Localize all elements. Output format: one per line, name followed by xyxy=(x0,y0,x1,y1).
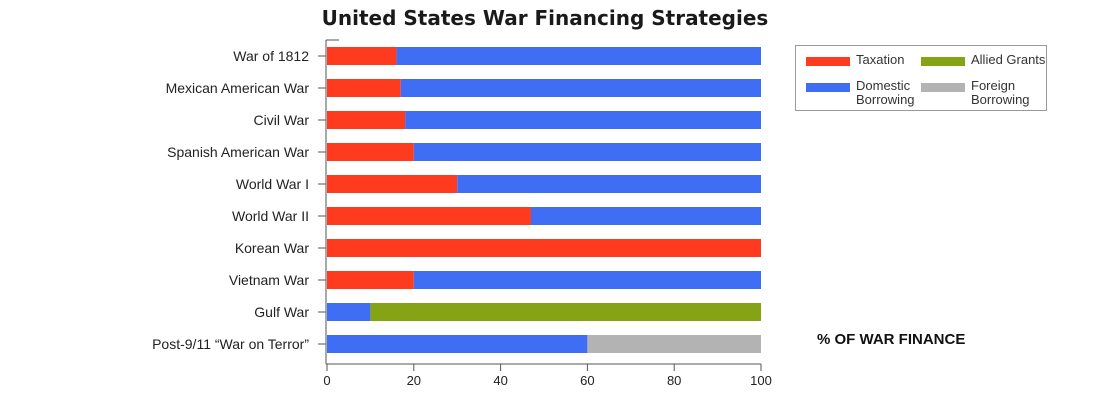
legend-item-taxation: Taxation xyxy=(806,53,936,67)
bar-spanish-american-war-domestic-borrowing xyxy=(413,143,761,161)
legend-item-foreign-borrowing: Foreign Borrowing xyxy=(921,79,1051,107)
x-tick-label-40: 40 xyxy=(493,373,507,388)
y-tick-label-spanish-american-war: Spanish American War xyxy=(167,144,309,160)
y-tick-label-world-war-i: World War I xyxy=(236,176,309,192)
chart-title: United States War Financing Strategies xyxy=(321,6,769,30)
bar-vietnam-war-taxation xyxy=(327,271,414,289)
bar-spanish-american-war-taxation xyxy=(327,143,414,161)
bar-war-of-1812-domestic-borrowing xyxy=(396,47,761,65)
legend-item-allied-grants: Allied Grants xyxy=(921,53,1071,67)
legend-label-allied-grants: Allied Grants xyxy=(971,52,1046,67)
x-axis-label: % OF WAR FINANCE xyxy=(817,331,966,348)
bar-world-war-ii-domestic-borrowing xyxy=(530,207,761,225)
bar-civil-war-domestic-borrowing xyxy=(405,111,761,129)
x-tick-label-100: 100 xyxy=(750,373,772,388)
bar-mexican-american-war-domestic-borrowing xyxy=(400,79,761,97)
legend-label-foreign-borrowing: Foreign Borrowing xyxy=(971,78,1030,107)
y-tick-label-civil-war: Civil War xyxy=(254,112,310,128)
x-tick-label-60: 60 xyxy=(580,373,594,388)
legend-label-domestic-borrowing: Domestic Borrowing xyxy=(856,78,915,107)
y-tick-label-mexican-american-war: Mexican American War xyxy=(166,80,310,96)
legend-swatch-domestic-borrowing xyxy=(806,83,850,92)
bar-world-war-i-taxation xyxy=(327,175,458,193)
legend-swatch-taxation xyxy=(806,57,850,66)
y-tick-label-world-war-ii: World War II xyxy=(232,208,309,224)
y-tick-label-war-of-1812: War of 1812 xyxy=(233,48,309,64)
bar-post-9-11-war-on-terror-domestic-borrowing xyxy=(327,335,588,353)
bar-mexican-american-war-taxation xyxy=(327,79,401,97)
y-tick-label-vietnam-war: Vietnam War xyxy=(229,272,309,288)
bar-korean-war-taxation xyxy=(327,239,761,257)
bar-vietnam-war-domestic-borrowing xyxy=(413,271,761,289)
bar-war-of-1812-taxation xyxy=(327,47,397,65)
x-tick-label-0: 0 xyxy=(323,373,330,388)
legend-label-taxation: Taxation xyxy=(856,52,905,67)
bar-post-9-11-war-on-terror-foreign-borrowing xyxy=(587,335,761,353)
bar-civil-war-taxation xyxy=(327,111,406,129)
chart-legend: Taxation Allied Grants Domestic Borrowin… xyxy=(795,45,1047,111)
bar-world-war-i-domestic-borrowing xyxy=(457,175,761,193)
bar-gulf-war-domestic-borrowing xyxy=(327,303,371,321)
legend-swatch-allied-grants xyxy=(921,57,965,66)
y-tick-label-korean-war: Korean War xyxy=(235,240,310,256)
bar-world-war-ii-taxation xyxy=(327,207,531,225)
x-tick-label-20: 20 xyxy=(407,373,421,388)
legend-item-domestic-borrowing: Domestic Borrowing xyxy=(806,79,936,107)
y-tick-label-gulf-war: Gulf War xyxy=(254,304,309,320)
legend-swatch-foreign-borrowing xyxy=(921,83,965,92)
x-tick-label-80: 80 xyxy=(667,373,681,388)
y-tick-label-post-9-11-war-on-terror: Post-9/11 “War on Terror” xyxy=(152,336,309,352)
bar-gulf-war-allied-grants xyxy=(370,303,761,321)
